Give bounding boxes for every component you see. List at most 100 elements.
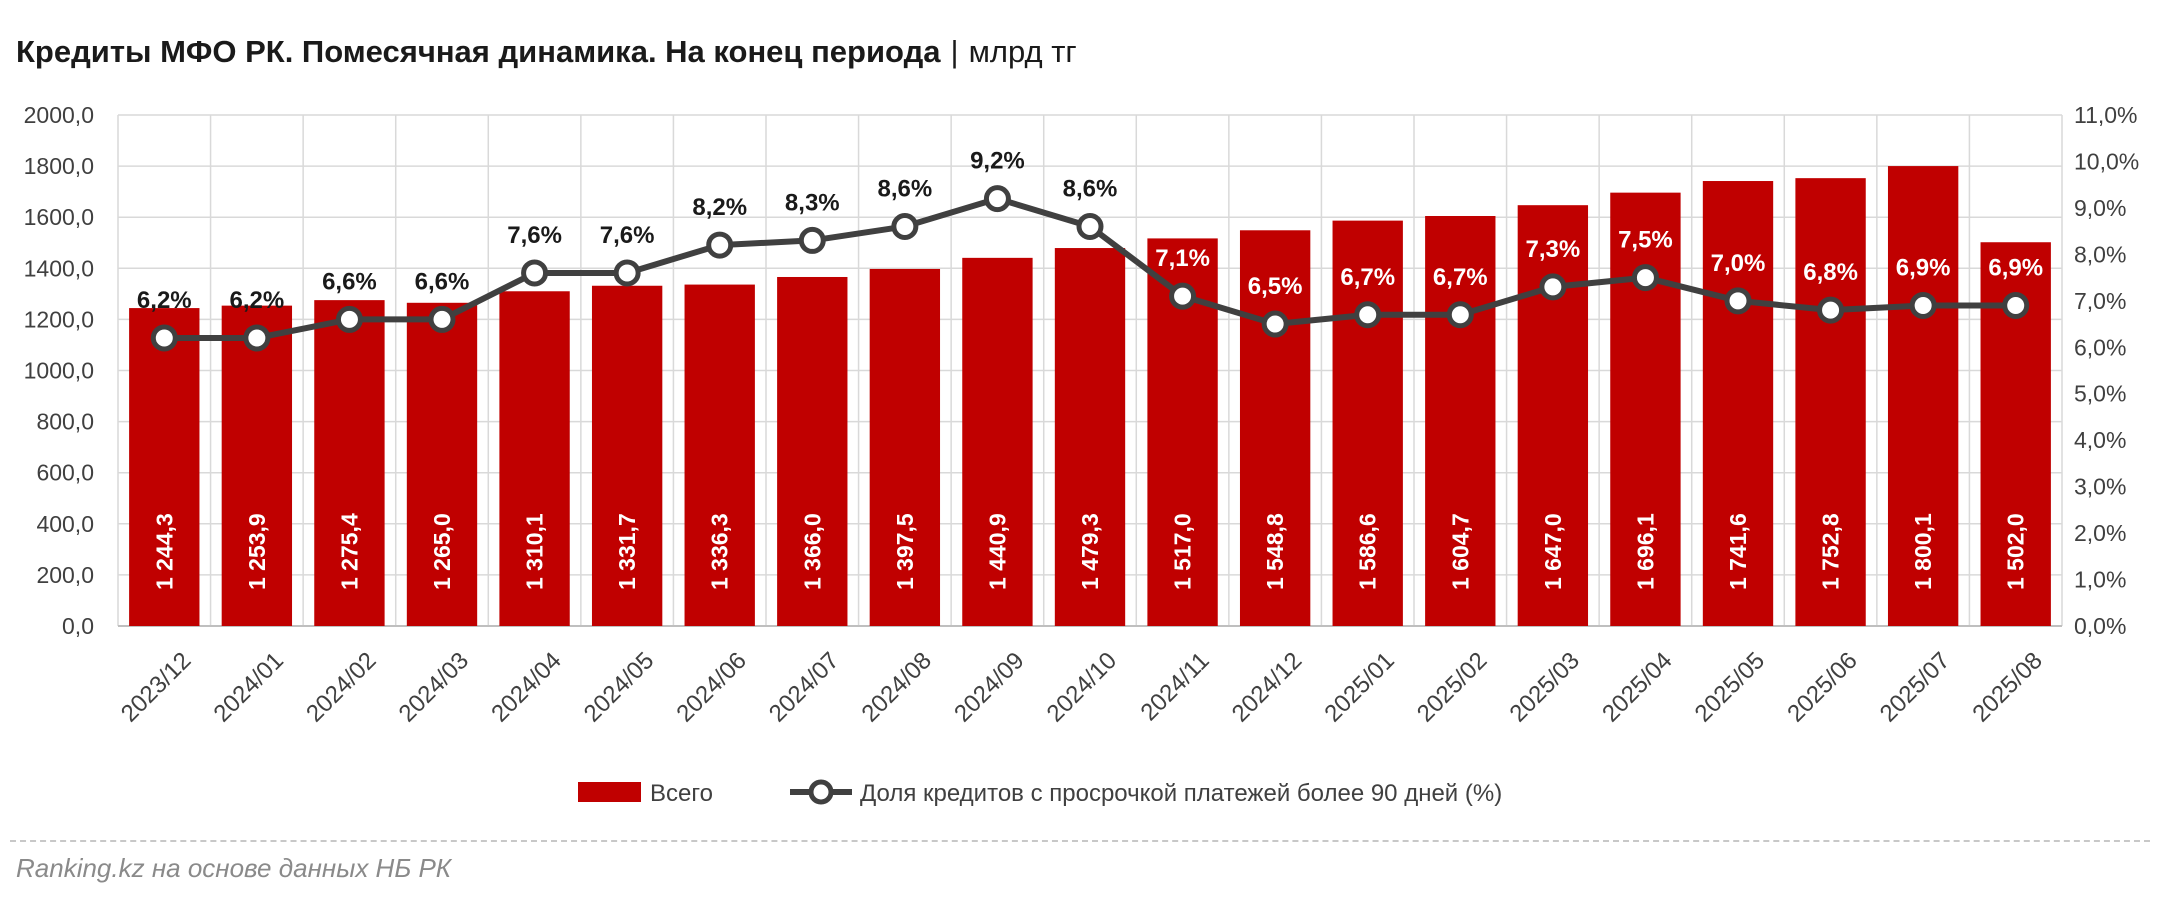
bar-value-label: 1 647,0 [1540,513,1566,590]
legend-swatch-bars [578,782,641,802]
title-separator: | [950,34,959,69]
bar-value-label: 1 604,7 [1447,513,1473,590]
legend-label-bars: Всего [650,780,713,807]
line-point [706,231,734,259]
y-right-tick-label: 2,0% [2074,520,2126,546]
line-value-label: 8,6% [1063,175,1118,202]
y-left-tick-label: 200,0 [36,562,94,588]
bar-value-label: 1 586,6 [1355,513,1381,590]
bar-value-label: 1 397,5 [892,513,918,590]
line-value-label: 8,3% [785,189,840,216]
x-tick-label: 2024/06 [671,647,751,727]
y-left-tick-label: 1600,0 [24,204,94,230]
bar [1425,215,1496,626]
x-tick-label: 2024/03 [394,647,474,727]
bar-value-label: 1 336,3 [707,513,733,590]
x-tick-label: 2024/02 [301,647,381,727]
x-tick-label: 2024/07 [764,647,844,727]
line-value-label: 6,9% [1988,254,2043,281]
bar [591,285,663,626]
y-left-tick-label: 0,0 [62,613,94,639]
bar-value-label: 1 741,6 [1725,513,1751,590]
x-tick-label: 2024/09 [949,647,1029,727]
bar [499,291,570,626]
bar-value-label: 1 253,9 [244,513,270,590]
bar [314,300,385,626]
x-tick-label: 2025/01 [1319,647,1399,727]
y-right-tick-label: 9,0% [2074,195,2126,221]
bar [1054,248,1126,626]
line-value-label: 6,6% [322,268,377,295]
bar-value-label: 1 331,7 [614,513,640,590]
line-value-label: 7,0% [1711,250,1766,277]
line-point [1169,282,1197,310]
x-tick-label: 2025/02 [1412,647,1492,727]
bar-value-label: 1 265,0 [429,513,455,590]
line-value-label: 6,7% [1433,264,1488,291]
bar [684,284,755,626]
y-right-tick-label: 10,0% [2074,148,2139,174]
x-tick-label: 2025/05 [1690,647,1770,727]
line-point [798,226,826,254]
y-right-tick-label: 4,0% [2074,427,2126,453]
line-value-label: 6,2% [230,287,285,314]
bar [777,276,848,626]
line-point [243,324,271,352]
source-note: Ranking.kz на основе данных НБ РК [16,853,452,883]
line-value-label: 8,2% [692,194,747,221]
y-right-tick-label: 7,0% [2074,288,2126,314]
line-value-label: 6,9% [1896,254,1951,281]
bar [1239,230,1311,626]
line-point [150,324,178,352]
bar-value-label: 1 440,9 [984,513,1010,590]
chart-unit: млрд тг [968,34,1077,69]
line-value-label: 7,6% [600,222,655,249]
y-left-tick-label: 800,0 [36,409,94,435]
bar [1795,178,1866,626]
line-point [1631,264,1659,292]
y-right-tick-label: 11,0% [2074,102,2138,128]
x-tick-label: 2025/04 [1597,647,1677,727]
bar [129,308,200,626]
bar-value-label: 1 696,1 [1632,513,1658,590]
line-value-label: 9,2% [970,148,1025,175]
line-point [983,185,1011,213]
bar-value-label: 1 479,3 [1077,513,1103,590]
line-point [1354,301,1382,329]
line-value-label: 6,8% [1803,259,1858,286]
x-tick-label: 2025/06 [1782,647,1862,727]
line-value-label: 7,3% [1526,236,1581,263]
line-value-label: 7,5% [1618,227,1673,254]
bar [1702,181,1774,627]
bar-value-label: 1 800,1 [1910,513,1936,590]
bar [406,302,478,626]
y-right-tick-label: 6,0% [2074,334,2126,360]
line-point [1446,301,1474,329]
line-point [521,259,549,287]
y-right-tick-label: 0,0% [2074,613,2126,639]
line-point [335,305,363,333]
x-tick-label: 2024/11 [1136,647,1215,726]
chart-title: Кредиты МФО РК. Помесячная динамика. На … [16,34,1077,70]
x-tick-label: 2025/03 [1505,647,1585,727]
y-left-tick-label: 2000,0 [24,102,94,128]
line-value-label: 6,5% [1248,273,1303,300]
legend-label-line: Доля кредитов с просрочкой платежей боле… [860,780,1502,807]
line-value-label: 6,6% [415,268,470,295]
bar [962,257,1033,626]
line-point [1076,212,1104,240]
x-tick-label: 2024/04 [486,647,566,727]
bar-value-label: 1 366,0 [799,513,825,590]
y-right-tick-label: 1,0% [2074,567,2126,593]
line-point [1724,287,1752,315]
bar [1332,220,1403,626]
bar-value-label: 1 517,0 [1170,513,1196,590]
line-point [891,212,919,240]
y-right-tick-label: 5,0% [2074,381,2126,407]
x-tick-label: 2023/12 [116,647,196,727]
bar-value-label: 1 244,3 [151,513,177,590]
bar-value-label: 1 502,0 [2003,513,2029,590]
line-point [1817,296,1845,324]
x-tick-label: 2025/08 [1967,647,2047,727]
legend-swatch-marker [808,779,834,805]
